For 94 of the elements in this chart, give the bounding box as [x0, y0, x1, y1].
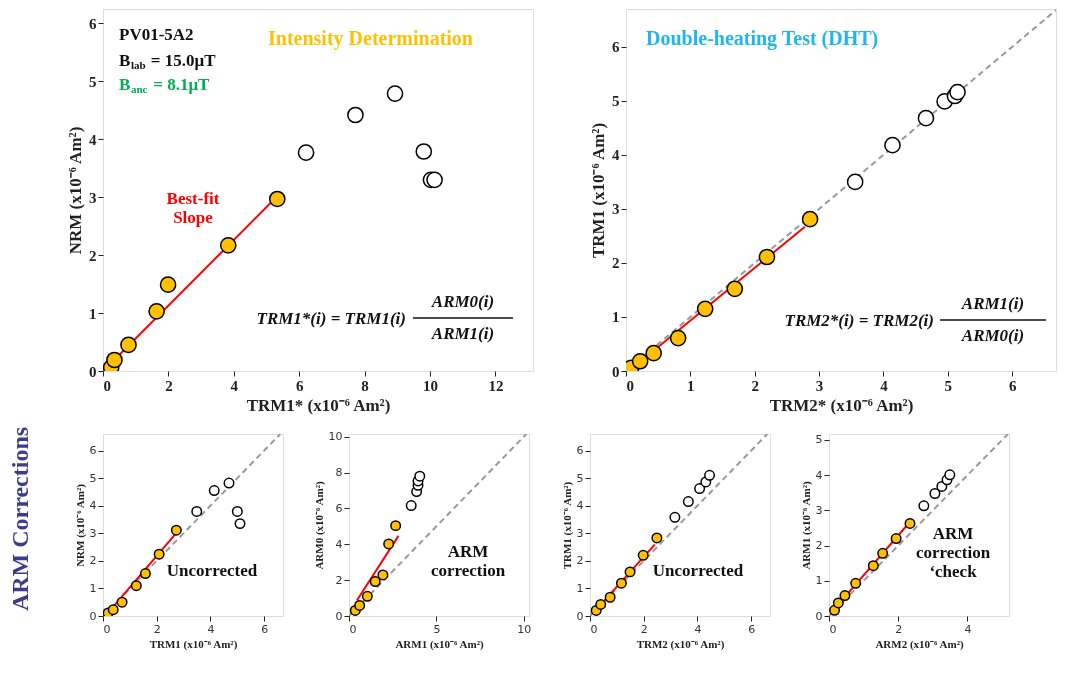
x-tick-label: 6: [748, 622, 756, 636]
y-tick-label: 2: [576, 554, 584, 568]
y-tick-label: 0: [576, 609, 584, 623]
text: ARM Corrections: [7, 426, 33, 612]
y-tick-label: 3: [89, 526, 97, 540]
y-axis-title: ARM1 (x10⁻⁶ Am²): [799, 481, 813, 570]
annotation: TRM2*(i) = TRM2(i): [784, 311, 934, 330]
y-tick-label: 1: [576, 581, 584, 595]
y-tick-label: 2: [335, 573, 343, 587]
y-tick-label: 1: [612, 309, 620, 326]
annotation: Best-fit Slope: [166, 189, 220, 227]
annotation: Uncorrected: [652, 561, 744, 580]
x-tick-label: 5: [433, 622, 441, 636]
annotation: ARM correction ‘check: [915, 524, 991, 581]
y-tick-label: 6: [335, 501, 343, 515]
x-tick-label: 4: [694, 622, 702, 636]
y-tick-label: 6: [612, 39, 620, 56]
y-tick-label: 2: [612, 255, 620, 272]
x-tick-label: 2: [751, 377, 759, 394]
y-tick-label: 2: [815, 539, 823, 553]
annotation: ARM correction: [430, 542, 506, 580]
y-tick-label: 4: [89, 131, 97, 148]
x-tick-label: 6: [1008, 377, 1017, 394]
y-tick-label: 1: [89, 305, 97, 322]
annotation: ARM1(i): [960, 294, 1025, 313]
x-tick-label: 0: [103, 622, 111, 636]
x-axis-title: TRM2 (x10⁻⁶ Am²): [636, 637, 725, 651]
y-tick-label: 0: [89, 363, 97, 380]
x-tick-label: 6: [261, 622, 269, 636]
y-tick-label: 4: [576, 499, 584, 513]
x-tick-label: 0: [349, 622, 357, 636]
y-tick-label: 5: [612, 93, 620, 110]
x-tick-label: 2: [165, 377, 173, 394]
x-axis-title: ARM1 (x10⁻⁶ Am²): [395, 637, 484, 651]
y-tick-label: 1: [815, 574, 823, 588]
y-tick-label: 0: [815, 609, 823, 623]
x-tick-label: 10: [517, 622, 532, 636]
x-axis-title: TRM1 (x10⁻⁶ Am²): [149, 637, 238, 651]
y-tick-label: 4: [89, 499, 97, 513]
y-axis-title: TRM1 (x10⁻⁶ Am²): [589, 122, 608, 259]
y-tick-label: 0: [335, 609, 343, 623]
text: Double-heating Test (DHT): [646, 27, 879, 50]
x-tick-label: 1: [687, 377, 695, 394]
x-tick-label: 0: [829, 622, 837, 636]
y-tick-label: 3: [576, 526, 584, 540]
x-tick-label: 10: [423, 377, 438, 394]
y-tick-label: 5: [89, 73, 97, 90]
annotation: ARM0(i): [960, 326, 1025, 345]
x-tick-label: 2: [640, 622, 648, 636]
y-tick-label: 5: [576, 471, 584, 485]
x-tick-label: 2: [153, 622, 161, 636]
y-tick-label: 10: [328, 430, 343, 444]
text: Intensity Determination: [268, 27, 473, 50]
x-axis-title: TRM2* (x10⁻⁶ Am²): [769, 395, 914, 415]
y-axis-title: NRM (x10⁻⁶ Am²): [73, 483, 87, 567]
y-tick-label: 1: [89, 581, 97, 595]
annotation: PV01-5A2: [119, 25, 194, 44]
x-tick-label: 8: [361, 377, 369, 394]
y-tick-label: 8: [335, 466, 343, 480]
y-tick-label: 0: [612, 363, 620, 380]
x-tick-label: 4: [880, 377, 889, 394]
y-tick-label: 6: [89, 444, 97, 458]
x-tick-label: 0: [103, 377, 111, 394]
annotation: Uncorrected: [166, 561, 258, 580]
y-axis-title: ARM0 (x10⁻⁶ Am²): [312, 481, 326, 570]
x-tick-label: 0: [626, 377, 634, 394]
x-tick-label: 6: [295, 377, 304, 394]
x-tick-label: 4: [230, 377, 239, 394]
x-axis-title: TRM1* (x10⁻⁶ Am²): [246, 395, 391, 415]
annotation: ARM0(i): [430, 292, 495, 311]
annotation: ARM1(i): [430, 324, 495, 343]
annotation: TRM1*(i) = TRM1(i): [256, 309, 406, 328]
x-tick-label: 5: [944, 377, 953, 394]
y-tick-label: 6: [89, 15, 97, 32]
y-tick-label: 3: [612, 201, 620, 218]
x-tick-label: 4: [207, 622, 215, 636]
y-tick-label: 4: [612, 147, 620, 164]
y-tick-label: 0: [89, 609, 97, 623]
x-axis-title: ARM2 (x10⁻⁶ Am²): [875, 637, 964, 651]
y-tick-label: 2: [89, 554, 97, 568]
y-tick-label: 3: [815, 503, 823, 517]
y-tick-label: 2: [89, 247, 97, 264]
x-tick-label: 4: [964, 622, 972, 636]
y-tick-label: 5: [815, 433, 823, 447]
x-tick-label: 2: [895, 622, 903, 636]
x-tick-label: 12: [488, 377, 504, 394]
y-axis-title: NRM (x10⁻⁶ Am²): [66, 126, 85, 255]
x-tick-label: 0: [590, 622, 598, 636]
y-axis-title: TRM1 (x10⁻⁶ Am²): [560, 481, 574, 570]
y-tick-label: 3: [89, 189, 97, 206]
y-tick-label: 5: [89, 471, 97, 485]
y-tick-label: 4: [815, 468, 823, 482]
y-tick-label: 4: [335, 537, 343, 551]
y-tick-label: 6: [576, 444, 584, 458]
